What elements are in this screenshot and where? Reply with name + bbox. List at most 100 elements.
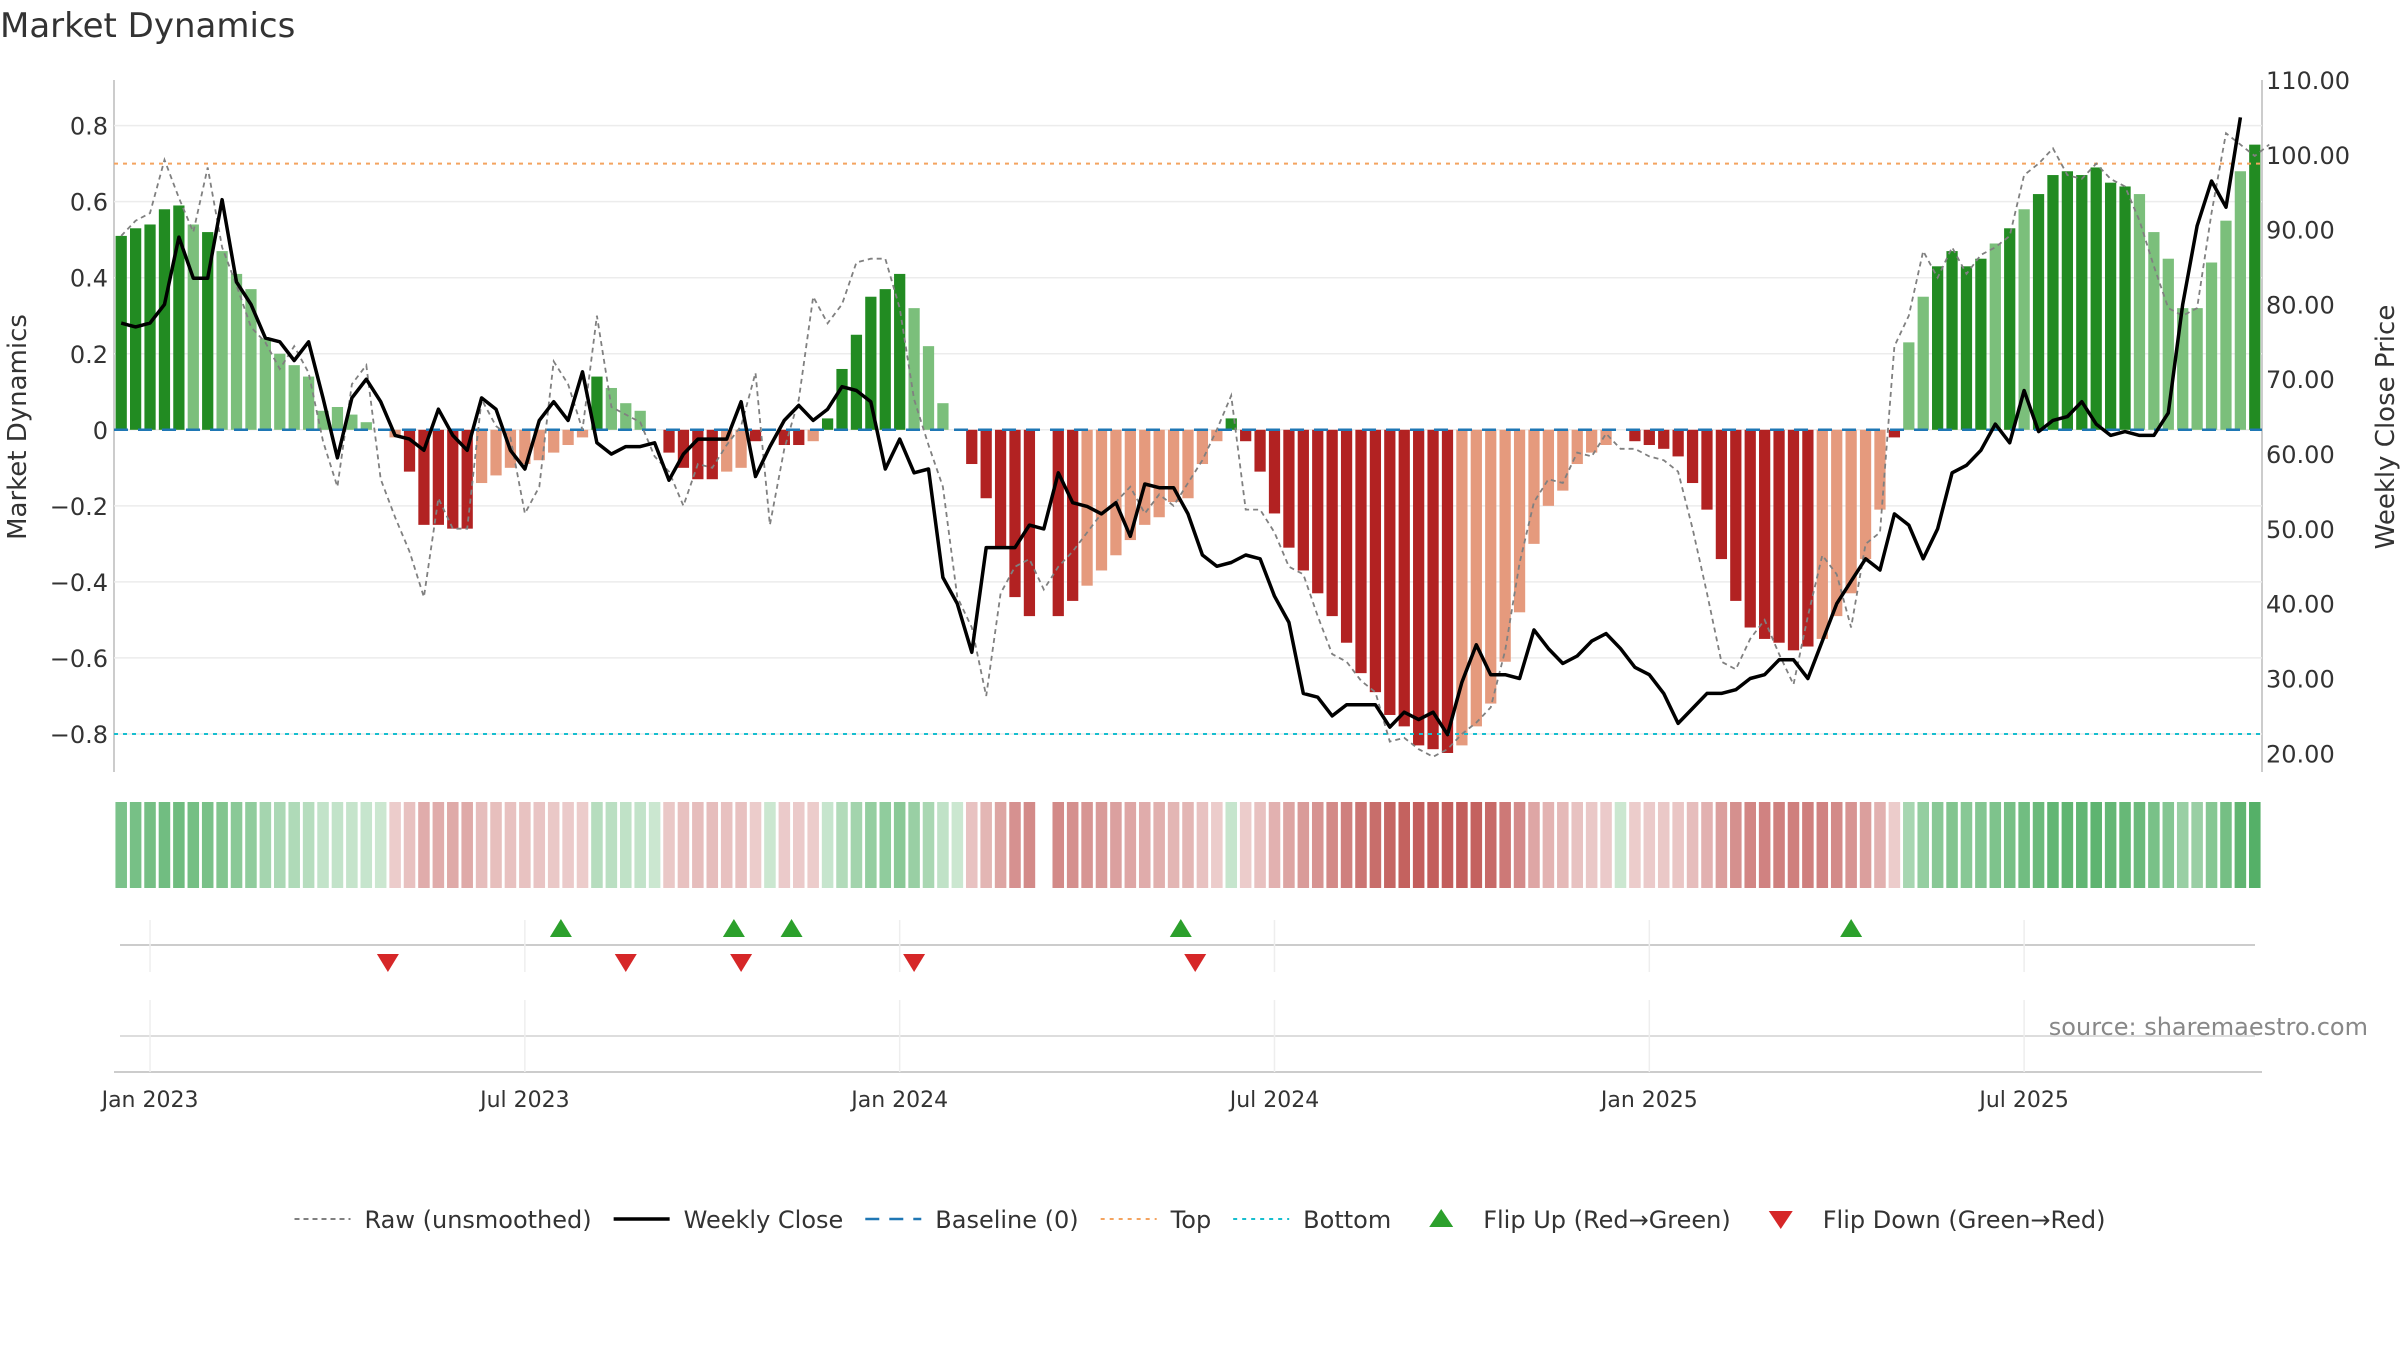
regime-cell (1657, 802, 1670, 888)
regime-cell (778, 802, 791, 888)
legend-label: Baseline (0) (935, 1206, 1078, 1234)
regime-cell (288, 802, 300, 888)
dynamics-bar (187, 224, 199, 430)
regime-cell (403, 802, 416, 888)
dynamics-bar (461, 429, 473, 529)
dynamics-bar (1730, 429, 1742, 601)
regime-cell (2003, 802, 2016, 888)
dynamics-bar (1283, 429, 1295, 548)
regime-cell (1903, 802, 1915, 888)
legend-label: Flip Down (Green→Red) (1823, 1206, 2106, 1234)
regime-cell (1701, 802, 1713, 888)
flip-down-marker (903, 954, 926, 972)
x-tick-label: Jan 2024 (849, 1088, 948, 1113)
regime-cell (1557, 802, 1569, 888)
regime-cell (447, 802, 459, 888)
dynamics-bar (1124, 429, 1136, 541)
dynamics-bar (2061, 171, 2074, 430)
dynamics-bar (677, 429, 690, 468)
regime-cell (1989, 802, 2002, 888)
regime-cell (1499, 802, 1511, 888)
regime-cell (994, 802, 1007, 888)
regime-cell (461, 802, 473, 888)
dynamics-bar (1182, 429, 1194, 499)
regime-cell (2119, 802, 2131, 888)
regime-cell (821, 802, 834, 888)
y2-tick-label: 60.00 (2266, 441, 2335, 469)
dynamics-bar (1701, 429, 1713, 510)
dynamics-bar (158, 209, 171, 430)
regime-cell (2047, 802, 2059, 888)
flip-marker-panel (120, 919, 2255, 972)
dynamics-bar (418, 429, 430, 525)
dynamics-bar (2220, 220, 2232, 430)
dynamics-bar (1499, 429, 1511, 662)
dynamics-bar (793, 429, 805, 446)
regime-heat-strip (115, 802, 2261, 888)
dynamics-bar (274, 353, 286, 430)
y2-tick-label: 40.00 (2266, 591, 2335, 619)
regime-cell (2176, 802, 2189, 888)
y-tick-label: 0.8 (70, 113, 108, 141)
regime-cell (720, 802, 733, 888)
regime-cell (1326, 802, 1338, 888)
y2-tick-label: 20.00 (2266, 740, 2335, 768)
regime-cell (1874, 802, 1886, 888)
regime-cell (302, 802, 315, 888)
regime-cell (2205, 802, 2218, 888)
legend: Raw (unsmoothed) Weekly Close Baseline (0)… (294, 1206, 2106, 1234)
dynamics-bar (663, 429, 675, 453)
dynamics-bar (1384, 429, 1396, 715)
legend-swatch (1768, 1211, 1793, 1229)
chart-title: Market Dynamics (0, 6, 295, 46)
dynamics-bar (2234, 171, 2246, 430)
regime-cell (605, 802, 618, 888)
dynamics-bar (1340, 429, 1353, 643)
regime-cell (1066, 802, 1079, 888)
regime-cell (1730, 802, 1742, 888)
regime-cell (1283, 802, 1295, 888)
dynamics-bar (230, 273, 243, 430)
regime-cell (1225, 802, 1238, 888)
legend-label: Bottom (1303, 1206, 1391, 1234)
regime-cell (1081, 802, 1093, 888)
y-tick-label: 0.6 (70, 189, 108, 217)
regime-cell (2191, 802, 2203, 888)
y-tick-label: −0.6 (50, 645, 108, 673)
dynamics-bar (302, 376, 315, 430)
regime-cell (1153, 802, 1165, 888)
dynamics-bar (144, 224, 156, 430)
regime-cell (1672, 802, 1684, 888)
dynamics-bar (634, 410, 646, 430)
dynamics-bar (2177, 308, 2189, 430)
regime-cell (418, 802, 430, 888)
dynamics-bar (2162, 258, 2174, 430)
dynamics-bar (1427, 429, 1439, 750)
dynamics-bar (1297, 429, 1309, 571)
regime-cell (1110, 802, 1122, 888)
regime-cell (1023, 802, 1036, 888)
dynamics-bar (1917, 296, 1929, 430)
dynamics-bar (620, 403, 632, 430)
flip-up-marker (780, 919, 803, 937)
dynamics-bar (1067, 429, 1079, 601)
dynamics-bar (1831, 429, 1843, 617)
dynamics-bar (1413, 429, 1425, 746)
dynamics-bar (360, 422, 372, 430)
x-tick-label: Jul 2023 (478, 1088, 570, 1113)
regime-cell (620, 802, 632, 888)
regime-cell (2148, 802, 2160, 888)
flip-down-marker (730, 954, 753, 972)
dynamics-bar (1153, 429, 1165, 518)
dynamics-bar (807, 429, 819, 442)
dynamics-bar (1888, 429, 1901, 438)
regime-cell (1643, 802, 1656, 888)
regime-cell (562, 802, 574, 888)
regime-cell (1830, 802, 1843, 888)
regime-cell (259, 802, 272, 888)
dynamics-bar (447, 429, 459, 529)
legend-label: Flip Up (Red→Green) (1483, 1206, 1731, 1234)
flip-up-marker (549, 919, 572, 937)
dynamics-bar (1528, 429, 1540, 544)
y-tick-label: −0.4 (50, 569, 108, 597)
